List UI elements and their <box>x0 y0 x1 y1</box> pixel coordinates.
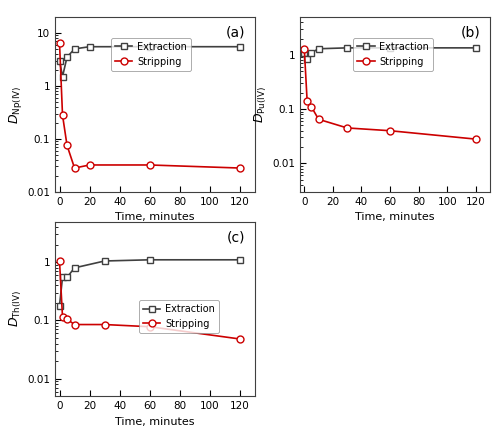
Stripping <box>387 128 393 133</box>
Extraction <box>344 45 350 50</box>
Legend: Extraction, Stripping: Extraction, Stripping <box>139 300 219 333</box>
Extraction <box>60 275 66 280</box>
Legend: Extraction, Stripping: Extraction, Stripping <box>111 38 191 71</box>
Stripping <box>56 259 62 264</box>
Stripping <box>146 162 152 167</box>
Extraction <box>56 303 62 308</box>
Y-axis label: $D_{\rm Pu(IV)}$: $D_{\rm Pu(IV)}$ <box>253 86 270 123</box>
Stripping <box>237 337 243 342</box>
Extraction <box>316 46 322 51</box>
Stripping <box>344 125 350 130</box>
Stripping <box>56 40 62 46</box>
Extraction <box>472 45 478 50</box>
Line: Extraction: Extraction <box>56 43 244 80</box>
Extraction <box>146 44 152 49</box>
Extraction <box>146 257 152 262</box>
Stripping <box>146 324 152 329</box>
Stripping <box>60 314 66 320</box>
Extraction <box>60 74 66 79</box>
Extraction <box>304 56 310 61</box>
Line: Stripping: Stripping <box>56 39 244 172</box>
Stripping <box>64 317 70 322</box>
Stripping <box>302 46 308 51</box>
Extraction <box>72 265 78 271</box>
Stripping <box>60 112 66 118</box>
Stripping <box>86 162 92 167</box>
Line: Extraction: Extraction <box>56 256 244 309</box>
Extraction <box>237 44 243 49</box>
Extraction <box>64 275 70 280</box>
Text: (b): (b) <box>461 26 480 40</box>
Stripping <box>304 99 310 104</box>
X-axis label: Time, minutes: Time, minutes <box>115 212 195 222</box>
Legend: Extraction, Stripping: Extraction, Stripping <box>353 38 433 71</box>
X-axis label: Time, minutes: Time, minutes <box>355 212 435 222</box>
Extraction <box>86 44 92 49</box>
Extraction <box>237 257 243 262</box>
Text: (c): (c) <box>226 230 245 244</box>
Stripping <box>64 143 70 148</box>
Stripping <box>72 322 78 327</box>
Extraction <box>64 55 70 60</box>
Extraction <box>56 58 62 63</box>
Extraction <box>387 45 393 50</box>
Stripping <box>72 165 78 170</box>
Stripping <box>472 137 478 142</box>
Text: (a): (a) <box>226 26 245 40</box>
Stripping <box>102 322 107 327</box>
Extraction <box>102 259 107 264</box>
Extraction <box>308 50 314 55</box>
Line: Stripping: Stripping <box>301 45 479 143</box>
Y-axis label: $D_{\rm Th(IV)}$: $D_{\rm Th(IV)}$ <box>8 290 24 328</box>
Extraction <box>302 50 308 55</box>
Stripping <box>308 104 314 109</box>
Stripping <box>237 165 243 170</box>
Y-axis label: $D_{\rm Np(IV)}$: $D_{\rm Np(IV)}$ <box>8 85 24 124</box>
Extraction <box>72 46 78 52</box>
X-axis label: Time, minutes: Time, minutes <box>115 417 195 426</box>
Line: Stripping: Stripping <box>56 257 244 343</box>
Line: Extraction: Extraction <box>301 44 479 62</box>
Stripping <box>316 117 322 122</box>
